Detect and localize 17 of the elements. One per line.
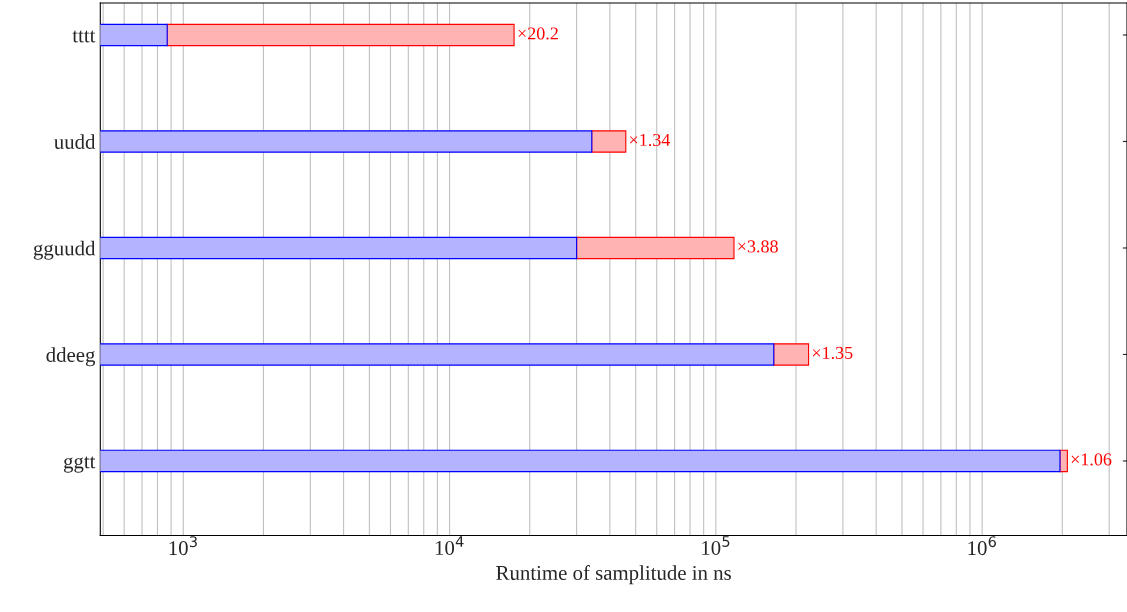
y-tick-label: gguudd [33,240,96,260]
annotation: ×20.2 [518,27,558,40]
bar [591,130,627,153]
x-tick-label: 10$^{4}$ [435,536,464,555]
annotation: ×1.35 [812,346,853,360]
annotation: ×3.88 [738,240,778,253]
x-tick-label: 10$^{3}$ [169,536,197,556]
annotation: ×1.34 [629,133,671,147]
x-axis-title: Runtime of samplitude in ns [496,565,731,585]
annotation: ×1.06 [1071,453,1112,466]
y-tick-label: ddeeg [46,347,96,367]
y-tick-label: tttt [72,30,96,43]
x-tick-label: 10$^{5}$ [702,536,730,555]
y-tick-label: ggtt [63,456,96,473]
y-tick-label: uudd [54,134,96,149]
x-tick-label: 10$^{6}$ [968,536,996,556]
bar [773,343,810,366]
